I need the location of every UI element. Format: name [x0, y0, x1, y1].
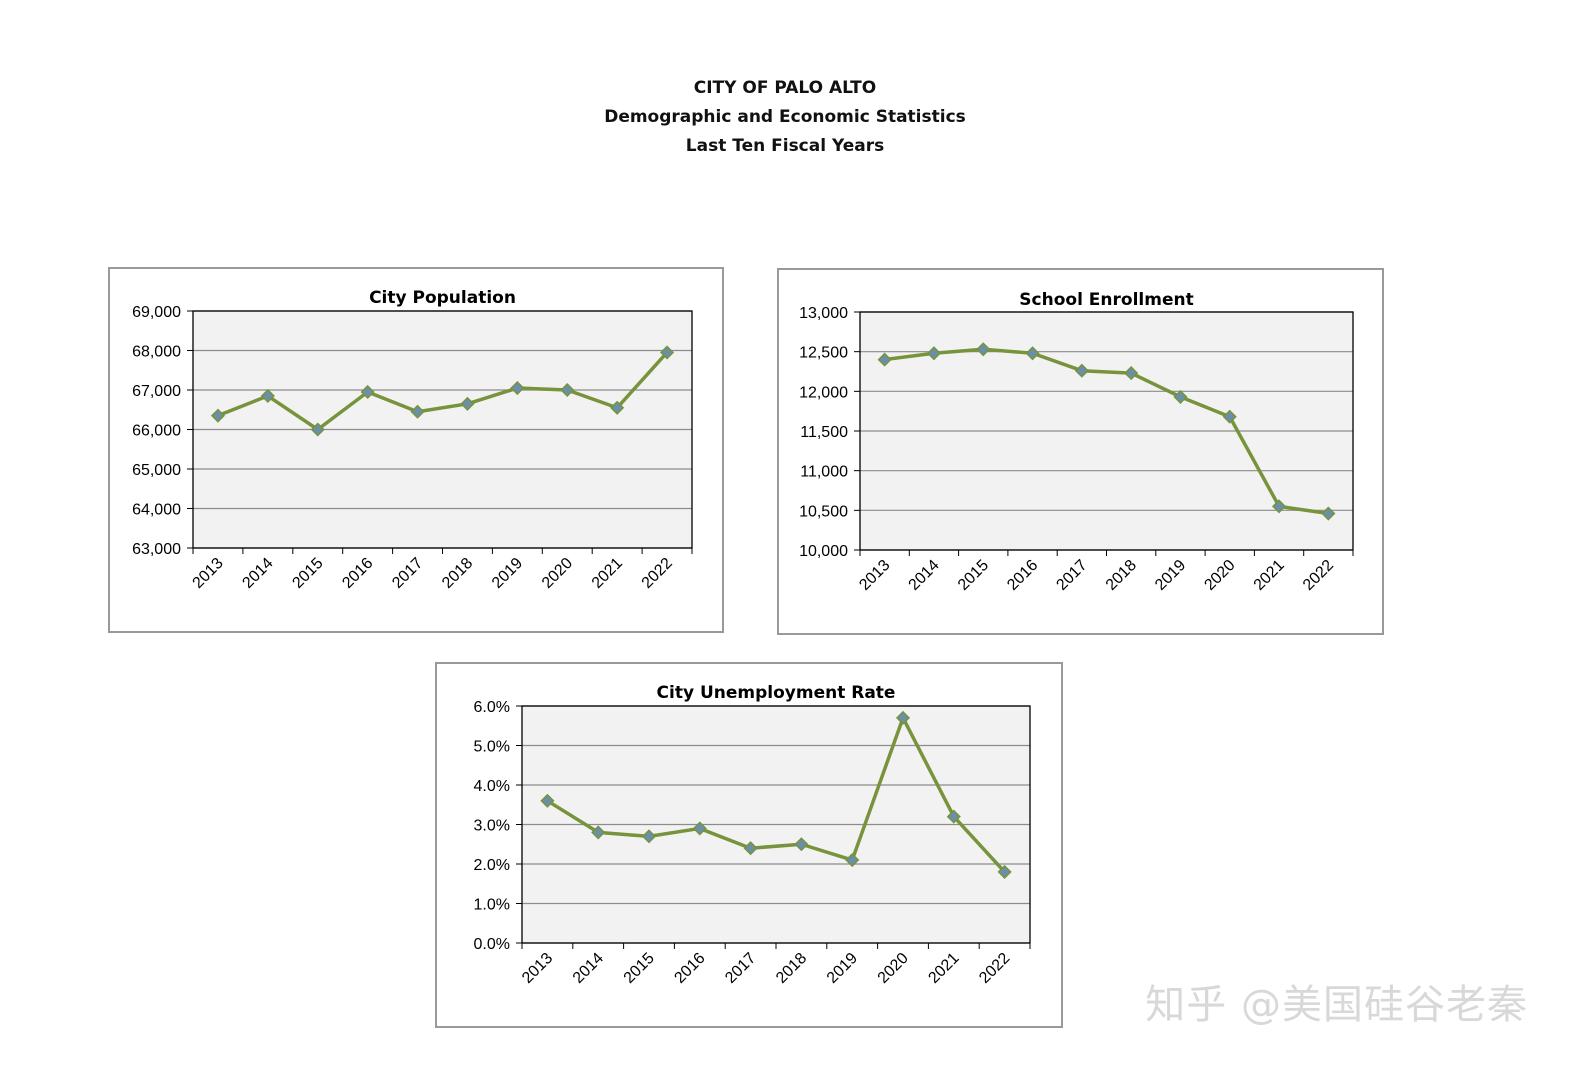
y-tick-label: 11,500	[800, 424, 848, 441]
chart-title: City Population	[369, 288, 516, 308]
watermark: 知乎 @美国硅谷老秦	[1145, 982, 1528, 1028]
data-point-marker	[946, 809, 961, 824]
report-subtitle: Demographic and Economic Statistics	[604, 107, 966, 127]
x-tick-label: 2016	[1004, 557, 1041, 594]
data-point-marker	[410, 404, 425, 419]
x-tick-label: 2019	[1152, 557, 1189, 594]
chart-title: School Enrollment	[1019, 290, 1193, 310]
data-point-marker	[659, 345, 675, 360]
x-tick-label: 2021	[1251, 557, 1288, 594]
x-tick-label: 2017	[1053, 557, 1090, 594]
data-point-marker	[1074, 363, 1089, 378]
series-line	[217, 351, 669, 432]
y-tick-label: 13,000	[799, 305, 848, 322]
x-tick-label: 2018	[773, 950, 810, 987]
x-tick-label: 2018	[439, 555, 476, 592]
x-tick-label: 2019	[489, 555, 526, 592]
data-point-marker	[743, 841, 758, 856]
x-tick-label: 2016	[671, 950, 708, 987]
data-point-marker	[360, 384, 375, 400]
data-point-marker	[641, 829, 657, 844]
x-tick-label: 2015	[289, 555, 326, 592]
y-tick-label: 11,000	[800, 464, 848, 481]
enrollment-chart: School Enrollment 10,000 10,500 11,000 11,50…	[799, 290, 1354, 594]
chart-title: City Unemployment Rate	[657, 683, 896, 703]
x-tick-label: 2022	[639, 555, 676, 592]
y-tick-label: 0.0%	[474, 936, 510, 953]
unemployment-chart: City Unemployment Rate 0.0% 1.0% 2.0% 3.0% 4.…	[474, 683, 1031, 987]
chart-panel-enrollment: School Enrollment 10,000 10,500 11,000 11,50…	[777, 268, 1384, 635]
y-tick-label: 66,000	[132, 423, 181, 440]
x-tick-label: 2015	[621, 950, 658, 987]
x-tick-label: 2020	[1201, 557, 1238, 594]
data-point-marker	[877, 352, 892, 367]
series-line	[884, 347, 1329, 516]
x-tick-label: 2021	[925, 950, 962, 987]
y-tick-label: 12,500	[799, 345, 848, 362]
x-tick-label: 2018	[1103, 557, 1140, 594]
report-header: CITY OF PALO ALTO Demographic and Econom…	[0, 74, 1570, 161]
y-tick-label: 67,000	[132, 383, 181, 400]
chart-panel-unemployment: City Unemployment Rate 0.0% 1.0% 2.0% 3.0% 4.…	[435, 662, 1063, 1028]
y-tick-label: 10,000	[799, 543, 848, 560]
data-point-marker	[510, 380, 525, 396]
data-point-marker	[540, 793, 555, 808]
y-tick-label: 63,000	[132, 541, 181, 558]
report-period: Last Ten Fiscal Years	[685, 136, 885, 156]
data-point-marker	[460, 396, 475, 411]
x-tick-label: 2019	[824, 950, 861, 987]
x-tick-label: 2014	[906, 557, 943, 594]
x-tick-label: 2015	[955, 557, 992, 594]
data-point-marker	[1173, 389, 1188, 404]
y-tick-label: 12,000	[799, 384, 848, 401]
y-tick-label: 69,000	[132, 304, 181, 321]
x-tick-label: 2014	[239, 555, 276, 592]
data-point-marker	[794, 837, 809, 852]
y-tick-label: 5.0%	[474, 739, 510, 756]
y-tick-label: 10,500	[799, 503, 848, 520]
y-tick-label: 6.0%	[474, 699, 510, 716]
data-point-marker	[591, 825, 606, 840]
data-point-marker	[1321, 506, 1336, 521]
data-point-marker	[926, 346, 942, 361]
x-tick-label: 2016	[339, 555, 376, 592]
data-point-marker	[845, 852, 860, 868]
data-point-marker	[1271, 499, 1287, 514]
data-point-marker	[1124, 366, 1139, 381]
data-point-marker	[210, 408, 226, 423]
y-tick-label: 68,000	[132, 344, 181, 361]
series-line	[546, 716, 1006, 874]
data-point-marker	[610, 400, 625, 415]
x-tick-label: 2022	[976, 950, 1013, 987]
y-tick-label: 4.0%	[474, 778, 510, 795]
x-tick-label: 2020	[875, 950, 912, 987]
data-point-marker	[895, 710, 911, 725]
x-tick-label: 2021	[589, 555, 626, 592]
data-point-marker	[1222, 409, 1237, 424]
x-tick-label: 2014	[570, 950, 607, 987]
x-tick-label: 2013	[190, 555, 227, 592]
data-point-marker	[260, 388, 275, 403]
y-tick-label: 64,000	[132, 502, 181, 519]
x-tick-label: 2017	[722, 950, 759, 987]
population-chart: City Population 63,000 64,000 65,000 66,000 6…	[132, 288, 693, 592]
data-point-marker	[560, 382, 575, 398]
y-tick-label: 1.0%	[474, 897, 510, 914]
data-point-marker	[1025, 346, 1040, 361]
data-point-marker	[997, 864, 1012, 879]
data-point-marker	[310, 422, 325, 437]
y-tick-label: 3.0%	[474, 818, 510, 835]
chart-panel-population: City Population 63,000 64,000 65,000 66,000 6…	[108, 267, 724, 633]
x-tick-label: 2013	[519, 950, 556, 987]
y-tick-label: 65,000	[132, 462, 181, 479]
report-title: CITY OF PALO ALTO	[693, 78, 877, 98]
x-tick-label: 2020	[539, 555, 576, 592]
data-point-marker	[692, 821, 707, 836]
x-tick-label: 2022	[1300, 557, 1337, 594]
data-point-marker	[976, 342, 991, 357]
y-tick-label: 2.0%	[474, 857, 510, 874]
x-tick-label: 2013	[856, 557, 893, 594]
x-tick-label: 2017	[389, 555, 426, 592]
